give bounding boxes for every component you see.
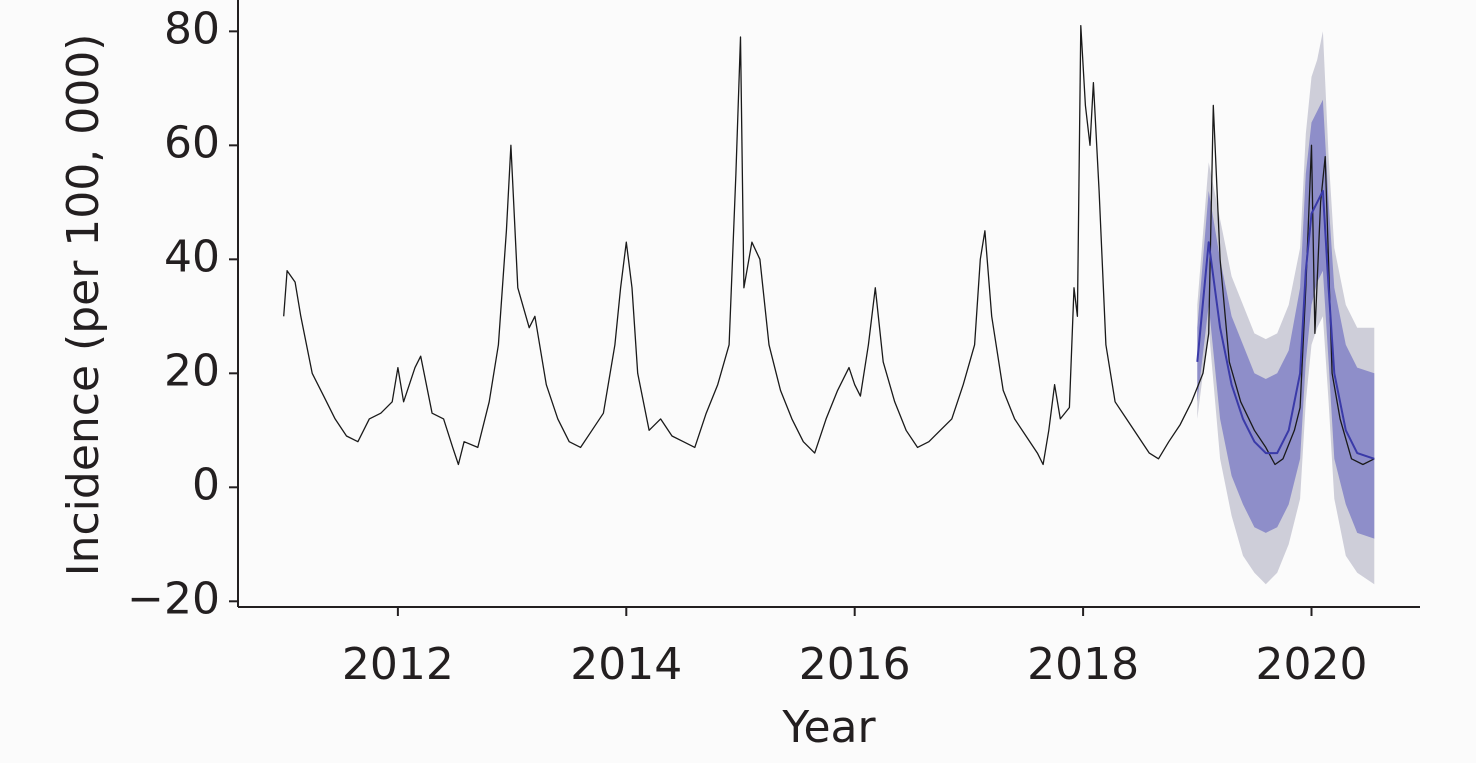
x-tick-label: 2016 (799, 639, 911, 690)
data-line (1196, 189, 1375, 460)
x-axis-label: Year (781, 702, 876, 753)
y-tick-label: −20 (127, 573, 220, 624)
x-tick-label: 2018 (1027, 639, 1139, 690)
x-tick-label: 2020 (1256, 639, 1368, 690)
data-line (283, 24, 1375, 466)
y-tick-label: 60 (164, 117, 220, 168)
y-tick-label: 80 (164, 3, 220, 54)
y-tick-label: 40 (164, 231, 220, 282)
y-tick-label: 0 (192, 459, 220, 510)
forecast-band (1197, 99, 1375, 539)
x-tick-label: 2012 (342, 639, 454, 690)
y-tick-label: 20 (164, 345, 220, 396)
x-tick-label: 2014 (570, 639, 682, 690)
y-axis-label: Incidence (per 100, 000) (58, 34, 109, 577)
